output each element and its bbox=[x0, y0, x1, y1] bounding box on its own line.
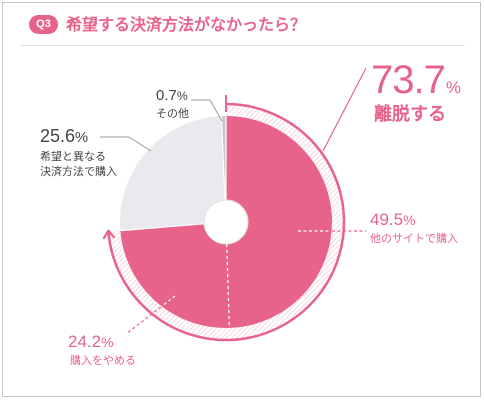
value-quit: 24.2% bbox=[68, 331, 136, 353]
leader-line-quit-inner bbox=[161, 295, 176, 307]
label-alt-payment: 25.6% 希望と異なる 決済方法で購入 bbox=[40, 125, 117, 179]
annotation-arc bbox=[107, 102, 346, 342]
annotation-arrowhead bbox=[102, 229, 115, 240]
value-number: 25.6 bbox=[40, 126, 76, 146]
leader-line-alt-payment bbox=[100, 136, 152, 152]
leader-line-other bbox=[191, 99, 223, 122]
percent-sign: % bbox=[403, 212, 416, 228]
slice-separator bbox=[226, 243, 230, 328]
callout-percent-sign: % bbox=[445, 78, 461, 97]
pie-slice-1 bbox=[226, 115, 333, 328]
value-other: 0.7% bbox=[156, 86, 189, 106]
value-number: 49.5 bbox=[370, 210, 404, 229]
value-other-site: 49.5% bbox=[370, 209, 458, 231]
slice-separator bbox=[220, 116, 226, 201]
label-quit: 24.2% 購入をやめる bbox=[68, 331, 136, 368]
frame-border bbox=[2, 2, 481, 397]
donut-hole bbox=[203, 199, 249, 245]
leader-line-quit-outer bbox=[125, 306, 162, 335]
category-other: その他 bbox=[156, 107, 189, 120]
pie-slice-3 bbox=[119, 116, 226, 231]
question-badge: Q3 bbox=[29, 15, 58, 34]
percent-sign: % bbox=[75, 130, 89, 146]
slice-separators bbox=[120, 116, 230, 328]
category-quit: 購入をやめる bbox=[70, 354, 136, 367]
value-number: 0.7 bbox=[156, 87, 177, 104]
label-other: 0.7% その他 bbox=[156, 86, 189, 121]
callout-number: 73.7 bbox=[371, 58, 446, 102]
category-other-site: 他のサイトで購入 bbox=[370, 232, 458, 245]
percent-sign: % bbox=[176, 89, 188, 103]
category-alt-payment: 希望と異なる 決済方法で購入 bbox=[40, 150, 117, 178]
header-rule bbox=[20, 45, 465, 46]
label-other-site: 49.5% 他のサイトで購入 bbox=[370, 209, 458, 246]
callout-label: 離脱する bbox=[374, 104, 446, 125]
value-number: 24.2 bbox=[68, 332, 102, 351]
value-alt-payment: 25.6% bbox=[40, 125, 117, 149]
slice-separator bbox=[120, 223, 205, 232]
chart-title: 希望する決済方法がなかったら？ bbox=[66, 15, 307, 34]
pie-slice-2 bbox=[120, 223, 230, 328]
percent-sign: % bbox=[101, 334, 114, 350]
annotation-arc-group bbox=[102, 95, 346, 342]
callout-value: 73.7% bbox=[371, 58, 461, 111]
leader-line-callout bbox=[322, 67, 367, 152]
